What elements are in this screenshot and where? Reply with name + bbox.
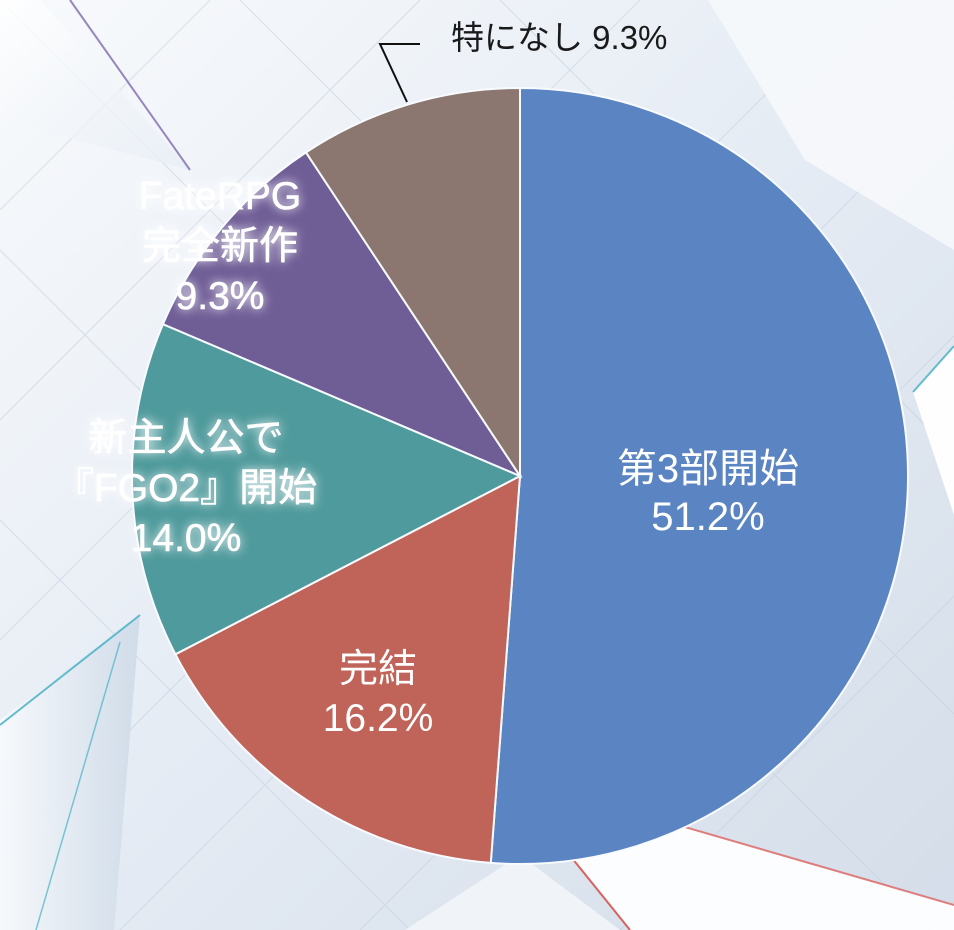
slice-label-2: 完結 16.2% (323, 648, 434, 740)
slice-label-value: 9.3% (176, 275, 265, 318)
slice-label-category-line: 『FGO2』開始 (55, 467, 317, 510)
background-shard-bottom (405, 855, 620, 930)
slice-label-text: 特になし 9.3% (451, 19, 667, 56)
slice-label-category-line: 完全新作 (142, 225, 298, 268)
pie-slices (131, 86, 909, 865)
slice-label-category-line: 第3部開始 (617, 447, 799, 491)
slice-label-value: 14.0% (131, 517, 242, 560)
pie-slice-4 (161, 150, 523, 479)
slice-label-value: 9.3% (592, 19, 667, 56)
slice-label-4: FateRPG 完全新作 9.3% (138, 175, 302, 319)
background-shard-top-right (708, 0, 954, 250)
slice-label-category-line: 新主人公で (88, 417, 283, 460)
shard-outline-cyan-right (912, 345, 954, 393)
slice-label-category-line: FateRPG (139, 175, 302, 218)
slice-label-value: 16.2% (323, 697, 434, 740)
pie-slice-5 (304, 86, 521, 480)
shard-outline-cyan-left-2 (35, 641, 121, 930)
leader-line (378, 43, 420, 103)
slice-label-category: 特になし (451, 19, 583, 56)
slice-label-value: 51.2% (651, 495, 764, 539)
slice-label-category-line: 完結 (339, 648, 417, 691)
slice-label-5: 特になし 9.3% (378, 19, 667, 103)
pie-slice-3 (131, 322, 523, 656)
pie-slice-1 (489, 86, 909, 865)
shard-outline-cyan-left (0, 614, 141, 726)
background-shard-right (913, 346, 954, 515)
slice-label-3: 新主人公で『FGO2』開始 14.0% (55, 417, 318, 561)
background-shard-top-left (0, 0, 190, 170)
shard-outline-purple (69, 0, 191, 171)
pie-slice-2 (174, 474, 522, 864)
